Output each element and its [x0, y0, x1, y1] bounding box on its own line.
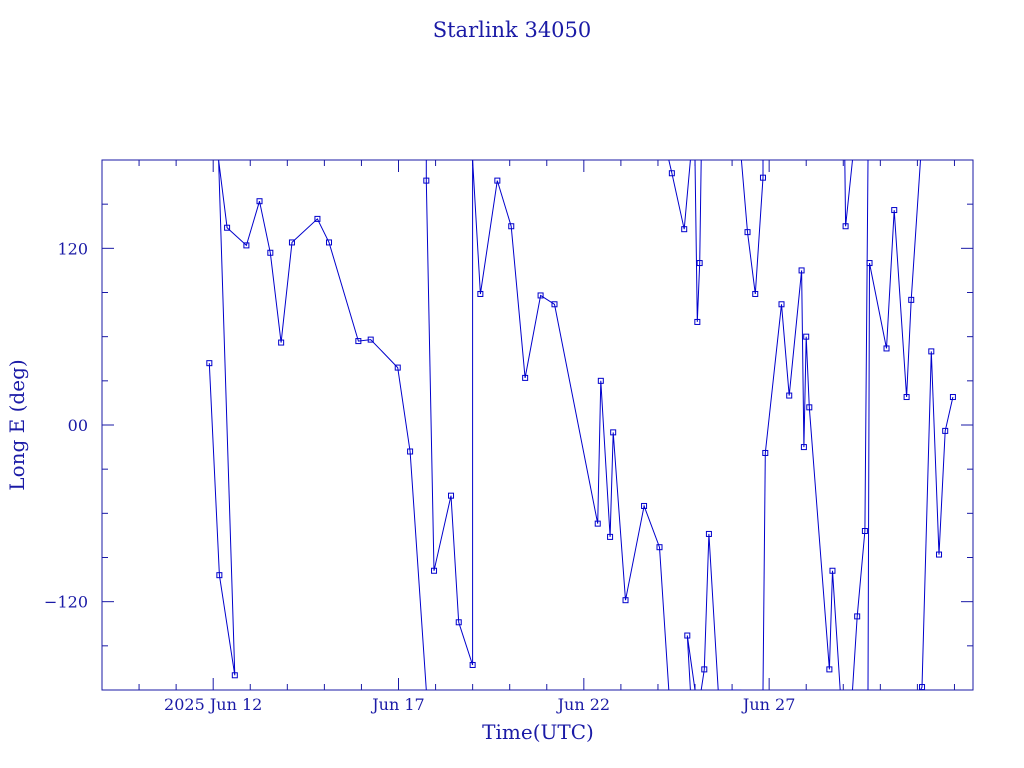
data-point [803, 333, 810, 340]
y-tick-label: 00 [68, 416, 88, 435]
data-point [762, 449, 769, 456]
data-point [394, 364, 401, 371]
y-tick-labels: 120 00 −120 [44, 239, 88, 611]
data-point [701, 666, 708, 673]
x-axis-label: Time(UTC) [482, 720, 594, 744]
x-tick-label: Jun 22 [556, 695, 610, 714]
data-point [551, 301, 558, 308]
data-point [656, 544, 663, 551]
data-point [423, 177, 430, 184]
data-point [949, 394, 956, 401]
data-point [355, 338, 362, 345]
data-point [407, 448, 414, 455]
data-point [908, 296, 915, 303]
data-point [778, 301, 785, 308]
data-point [800, 444, 807, 451]
series-layer [206, 160, 956, 690]
data-point [243, 242, 250, 249]
series-line [208, 160, 954, 690]
data-point [681, 226, 688, 233]
data-point [367, 336, 374, 343]
data-point [696, 260, 703, 267]
data-point [231, 672, 238, 679]
data-point [826, 666, 833, 673]
data-point [278, 339, 285, 346]
data-point [537, 292, 544, 299]
data-point [919, 684, 926, 690]
data-point [752, 290, 759, 297]
x-tick-label: Jun 27 [741, 695, 795, 714]
data-point [928, 348, 935, 355]
data-point [597, 377, 604, 384]
data-point [477, 290, 484, 297]
x-tick-labels: 2025 Jun 12 Jun 17 Jun 22 Jun 27 [164, 695, 795, 714]
data-point [684, 632, 691, 639]
data-point [216, 572, 223, 579]
data-point [866, 260, 873, 267]
data-point [668, 170, 675, 177]
data-point [806, 404, 813, 411]
data-point [744, 229, 751, 236]
data-point [786, 392, 793, 399]
data-point [494, 177, 501, 184]
data-point [798, 267, 805, 274]
data-point [936, 551, 943, 558]
data-point [594, 520, 601, 527]
chart-title: Starlink 34050 [433, 18, 592, 42]
data-point [206, 360, 213, 367]
data-point [842, 223, 849, 230]
y-tick-label: 120 [57, 239, 88, 258]
data-point [942, 427, 949, 434]
data-point [256, 198, 263, 205]
data-point [314, 215, 321, 222]
y-tick-label: −120 [44, 593, 88, 612]
data-point [326, 239, 333, 246]
data-point [759, 174, 766, 181]
data-point [861, 528, 868, 534]
data-point [610, 429, 617, 436]
data-point [883, 345, 890, 352]
y-axis-label: Long E (deg) [5, 359, 29, 490]
data-point [854, 613, 861, 620]
x-tick-label: 2025 Jun 12 [164, 695, 262, 714]
data-point [431, 567, 438, 574]
data-point [508, 223, 515, 230]
data-point [288, 239, 295, 246]
axis-ticks [102, 160, 973, 690]
data-point [641, 502, 648, 509]
data-point [694, 318, 701, 325]
data-point [705, 530, 712, 537]
data-point [448, 492, 455, 499]
data-point [224, 224, 231, 231]
data-point [829, 567, 836, 574]
data-point [622, 597, 629, 604]
data-point [469, 661, 476, 668]
data-point [267, 249, 274, 256]
data-point [903, 394, 910, 401]
series-group [206, 160, 956, 690]
data-point [455, 619, 462, 626]
data-point [522, 374, 529, 381]
data-point [607, 533, 614, 540]
data-point [891, 207, 898, 214]
x-tick-label: Jun 17 [370, 695, 424, 714]
